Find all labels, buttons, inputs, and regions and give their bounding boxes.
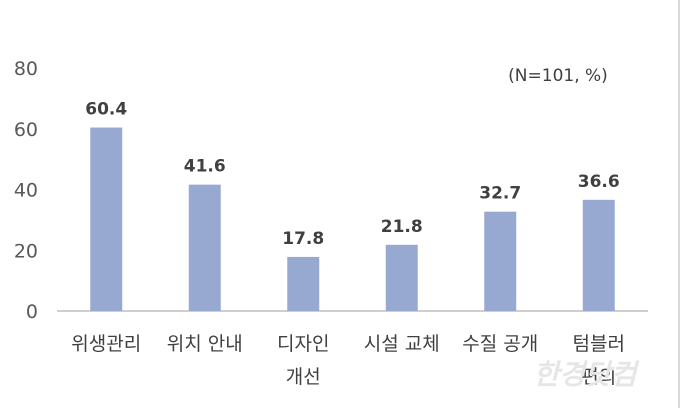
- y-tick-label: 40: [14, 180, 38, 202]
- value-labels-group: 60.4 41.6 17.8 21.8 32.7 36.6: [85, 100, 619, 249]
- sample-annotation: (N=101, %): [508, 66, 608, 86]
- bar: [484, 211, 517, 311]
- bar-value-label: 32.7: [479, 184, 521, 204]
- bar: [385, 244, 418, 311]
- watermark-text: 한경닷컴: [533, 358, 639, 391]
- bar-value-label: 41.6: [184, 157, 226, 177]
- bar-value-label: 60.4: [85, 100, 127, 120]
- y-tick-label: 0: [26, 301, 38, 323]
- bar: [90, 127, 123, 311]
- bars-group: [90, 127, 615, 311]
- x-category-label: 위생관리: [71, 333, 141, 355]
- x-category-label: 수질 공개: [462, 333, 538, 355]
- x-category-label: 시설 교체: [364, 333, 440, 355]
- x-category-label: 텀블러 편의: [573, 333, 625, 388]
- category-labels-group: 위생관리 위치 안내 디자인 개선 시설 교체 수질 공개 텀블러 편의: [71, 333, 625, 388]
- y-tick-label: 60: [14, 119, 38, 141]
- bar-value-label: 36.6: [578, 172, 620, 192]
- y-tick-label: 80: [14, 58, 38, 80]
- bar: [582, 199, 615, 311]
- x-category-label: 디자인 개선: [277, 333, 329, 388]
- bar: [188, 184, 221, 311]
- x-category-label: 위치 안내: [167, 333, 243, 355]
- bar-value-label: 21.8: [381, 217, 423, 237]
- bar-value-label: 17.8: [282, 229, 324, 249]
- bar: [287, 256, 320, 311]
- y-axis-ticks: 0 20 40 60 80: [14, 58, 38, 323]
- y-tick-label: 20: [14, 240, 38, 262]
